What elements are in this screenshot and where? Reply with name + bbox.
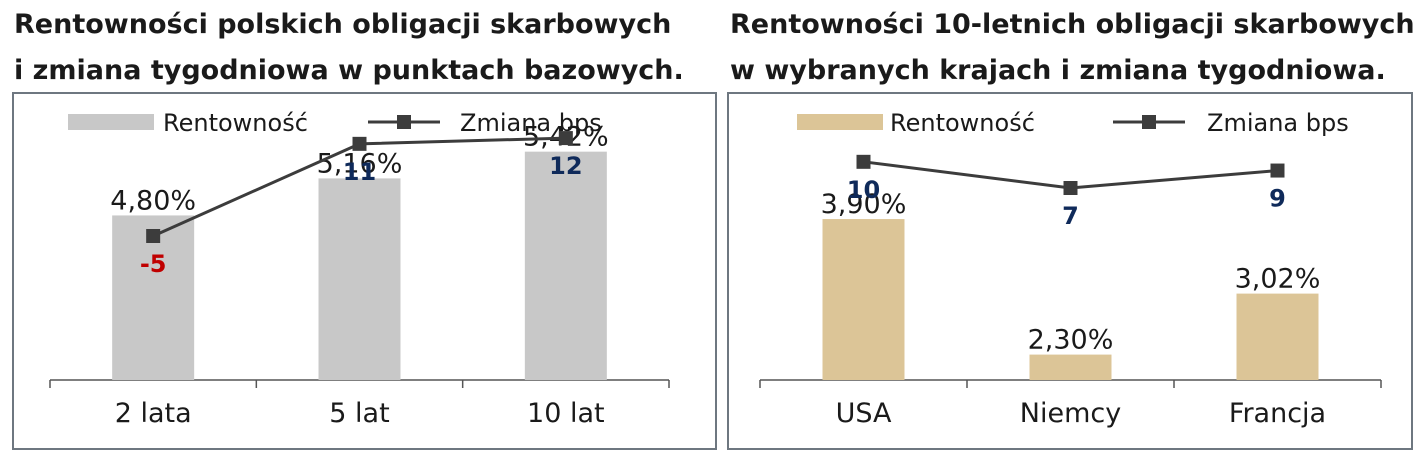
legend-label-rentownosc: Rentowność (163, 109, 308, 137)
legend-label-zmiana-bps: Zmiana bps (1207, 109, 1349, 137)
category-label: 2 lata (115, 398, 192, 429)
category-label: 5 lat (329, 398, 389, 429)
chart-left: Rentowność Zmiana bps 4,80% 2 lata 5,16% 5 la… (49, 109, 670, 429)
bar-2 (1029, 354, 1112, 380)
legend-swatch-rentowność (68, 114, 154, 130)
category-label: Francja (1229, 398, 1326, 429)
chart-title-right-line-1: Rentowności 10-letnich obligacji skarbow… (730, 9, 1415, 40)
category-label: Niemcy (1020, 398, 1121, 429)
bar-value-label: 3,90% (821, 189, 907, 220)
bar-value-label: 3,02% (1235, 264, 1321, 295)
chart-frame-right (727, 92, 1413, 450)
line-point-1 (856, 154, 871, 169)
chart-title-left: Rentowności polskich obligacji skarbowyc… (14, 2, 684, 94)
chart-frame-left (12, 92, 717, 450)
bar-value-label: 5,16% (317, 148, 403, 179)
legend-label-rentownosc: Rentowność (890, 109, 1035, 137)
legend-marker (397, 115, 411, 129)
chart-title-right-line-2: w wybranych krajach i zmiana tygodniowa. (730, 55, 1386, 86)
line-point-2 (352, 136, 367, 151)
line-value-label: 9 (1269, 185, 1286, 213)
line-point-1 (146, 229, 161, 243)
bar-1 (822, 219, 905, 380)
chart-right: Rentowność Zmiana bps 3,90% USA 2,30% Niemcy 3… (759, 109, 1382, 429)
line-value-label: 11 (343, 158, 376, 186)
chart-title-left-line-2: i zmiana tygodniowa w punktach bazowych. (14, 55, 684, 86)
line-value-label: -5 (140, 250, 167, 278)
line-value-label: 12 (549, 152, 582, 180)
legend-marker (1142, 115, 1156, 129)
bar-value-label: 4,80% (110, 185, 196, 216)
category-label: USA (836, 398, 892, 429)
bar-value-label: 2,30% (1028, 325, 1114, 356)
line-point-3 (558, 131, 573, 146)
category-label: 10 lat (527, 398, 605, 429)
line-value-label: 10 (847, 176, 880, 204)
chart-title-left-line-1: Rentowności polskich obligacji skarbowyc… (14, 9, 672, 40)
legend-swatch-rentowność (797, 114, 883, 130)
line-point-3 (1270, 163, 1285, 178)
line-point-2 (1063, 181, 1078, 195)
bar-2 (318, 178, 401, 380)
line-value-label: 7 (1062, 202, 1079, 230)
bar-3 (524, 151, 607, 380)
bar-3 (1236, 293, 1319, 380)
chart-title-right: Rentowności 10-letnich obligacji skarbow… (730, 2, 1415, 94)
legend-label-zmiana-bps: Zmiana bps (460, 109, 602, 137)
